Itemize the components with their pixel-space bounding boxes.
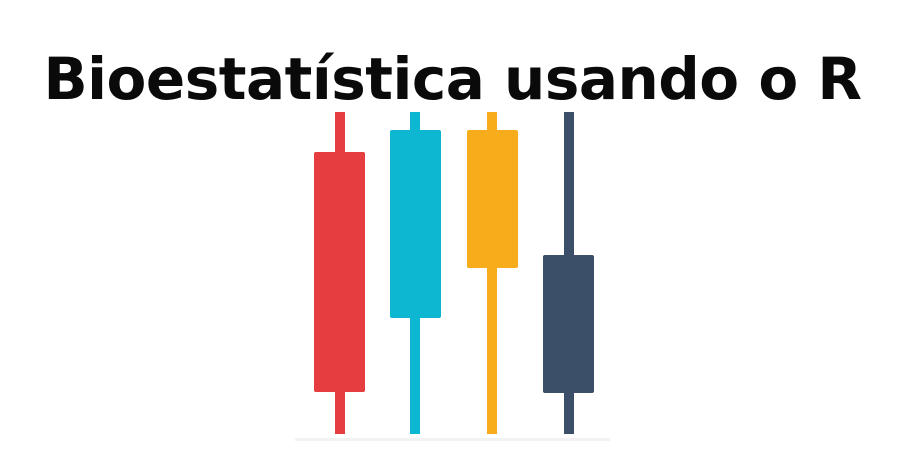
candle-red-body — [314, 152, 365, 392]
candle-yellow-body — [467, 130, 518, 268]
candle-red — [314, 112, 365, 434]
candle-navy — [543, 112, 594, 434]
candle-cyan — [390, 112, 441, 434]
candle-navy-body — [543, 255, 594, 393]
page-title: Bioestatística usando o R — [43, 44, 862, 113]
logo-baseline — [295, 438, 610, 441]
candle-yellow-wick — [487, 112, 497, 434]
candle-yellow — [467, 112, 518, 434]
candle-cyan-body — [390, 130, 441, 318]
